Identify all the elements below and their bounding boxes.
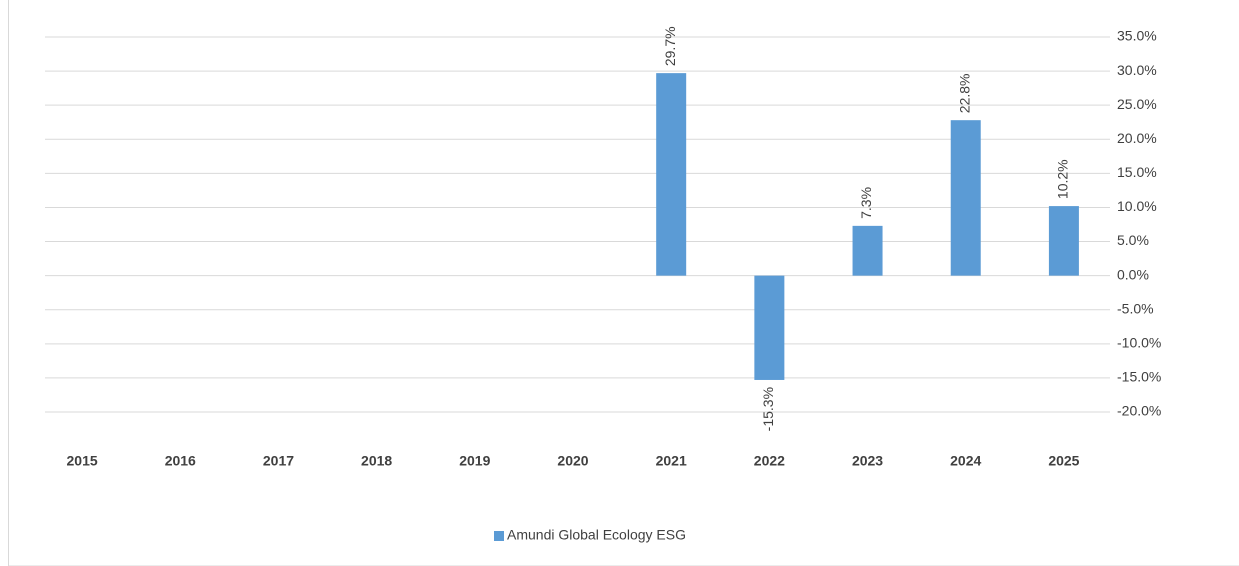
x-tick-label: 2020 (557, 453, 588, 469)
y-tick-label: -20.0% (1117, 403, 1161, 419)
bar (852, 225, 883, 276)
y-tick-label: 20.0% (1117, 130, 1157, 146)
y-tick-label: 35.0% (1117, 28, 1157, 44)
y-tick-label: 30.0% (1117, 62, 1157, 78)
bar (656, 73, 687, 276)
y-tick-label: -5.0% (1117, 300, 1154, 316)
legend-swatch (494, 531, 504, 541)
x-tick-label: 2021 (656, 453, 687, 469)
y-tick-label: 5.0% (1117, 232, 1149, 248)
x-tick-label: 2024 (950, 453, 981, 469)
value-label: 29.7% (662, 26, 678, 66)
x-tick-label: 2019 (459, 453, 490, 469)
x-tick-label: 2025 (1048, 453, 1079, 469)
legend-label: Amundi Global Ecology ESG (507, 527, 686, 543)
y-tick-label: 15.0% (1117, 164, 1157, 180)
x-tick-label: 2018 (361, 453, 392, 469)
y-tick-label: 0.0% (1117, 266, 1149, 282)
chart-frame (8, 0, 1239, 566)
x-tick-label: 2023 (852, 453, 883, 469)
value-label: -15.3% (760, 387, 776, 431)
y-tick-label: -10.0% (1117, 335, 1161, 351)
value-label: 10.2% (1055, 159, 1071, 199)
bar (754, 275, 785, 380)
x-tick-label: 2017 (263, 453, 294, 469)
value-label: 7.3% (858, 187, 874, 219)
y-tick-label: -15.0% (1117, 369, 1161, 385)
y-tick-label: 10.0% (1117, 198, 1157, 214)
value-label: 22.8% (956, 73, 972, 113)
x-tick-label: 2022 (754, 453, 785, 469)
x-tick-label: 2015 (67, 453, 98, 469)
x-tick-label: 2016 (165, 453, 196, 469)
bar (950, 120, 981, 276)
bar (1048, 206, 1079, 276)
y-tick-label: 25.0% (1117, 96, 1157, 112)
